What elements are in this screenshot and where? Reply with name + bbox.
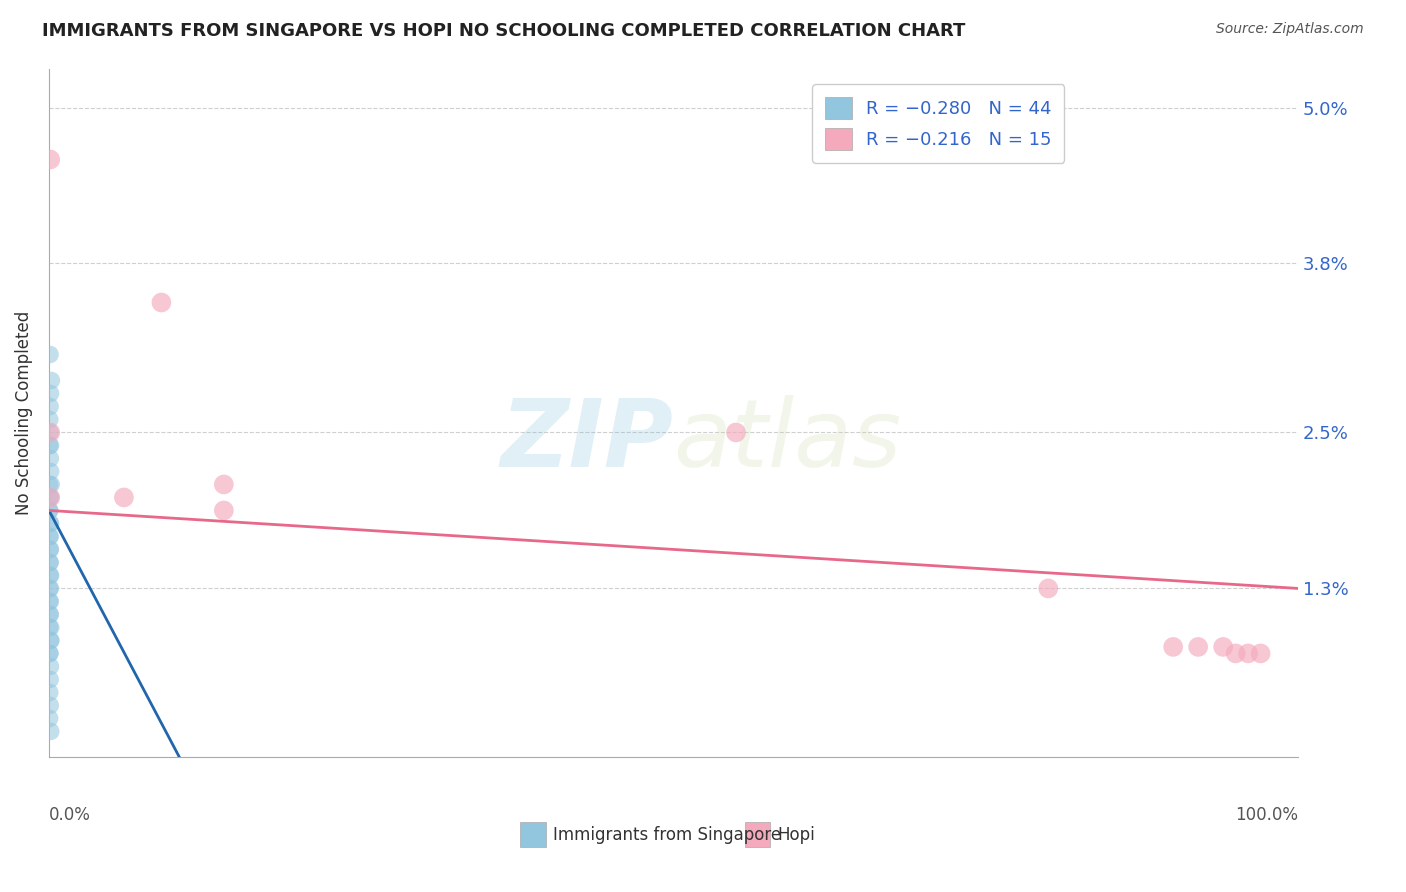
Point: [39, 556, 62, 570]
Point: [39, 491, 62, 505]
Point: [39, 386, 62, 401]
Point: [39, 633, 62, 648]
Y-axis label: No Schooling Completed: No Schooling Completed: [15, 310, 32, 515]
Point: [39, 347, 62, 361]
Point: [38, 529, 60, 543]
Point: [1237, 647, 1260, 661]
Point: [1187, 640, 1209, 654]
Point: [1225, 647, 1247, 661]
Point: [39, 491, 62, 505]
Point: [38, 503, 60, 517]
Point: [38, 607, 60, 622]
Point: [112, 491, 135, 505]
Point: [39, 568, 62, 582]
Point: [41, 374, 63, 388]
Legend: R = −0.280   N = 44, R = −0.216   N = 15: R = −0.280 N = 44, R = −0.216 N = 15: [811, 85, 1064, 163]
Point: [1212, 640, 1234, 654]
Point: [39, 556, 62, 570]
Text: Hopi: Hopi: [778, 826, 815, 844]
Point: [39, 542, 62, 557]
Point: [1250, 647, 1272, 661]
Point: [38, 620, 60, 634]
Point: [39, 673, 62, 687]
Point: [39, 425, 62, 440]
Point: [38, 711, 60, 725]
Point: [38, 503, 60, 517]
Text: 100.0%: 100.0%: [1234, 805, 1298, 823]
Point: [39, 516, 62, 531]
Text: IMMIGRANTS FROM SINGAPORE VS HOPI NO SCHOOLING COMPLETED CORRELATION CHART: IMMIGRANTS FROM SINGAPORE VS HOPI NO SCH…: [42, 22, 966, 40]
Point: [212, 503, 235, 517]
Point: [38, 582, 60, 596]
Point: [38, 412, 60, 426]
Point: [150, 295, 173, 310]
Point: [724, 425, 747, 440]
Point: [39, 529, 62, 543]
Point: [39, 451, 62, 466]
Point: [38, 594, 60, 608]
Point: [39, 633, 62, 648]
Point: [39, 620, 62, 634]
Text: 0.0%: 0.0%: [49, 805, 91, 823]
Point: [1038, 582, 1060, 596]
Point: [39, 477, 62, 491]
Point: [38, 438, 60, 452]
Point: [39, 425, 62, 440]
Point: [39, 438, 62, 452]
Point: [39, 568, 62, 582]
Point: [39, 582, 62, 596]
Point: [38, 685, 60, 699]
Text: Immigrants from Singapore: Immigrants from Singapore: [553, 826, 780, 844]
Point: [39, 659, 62, 673]
Text: atlas: atlas: [673, 395, 901, 486]
Point: [39, 607, 62, 622]
Point: [38, 647, 60, 661]
Point: [39, 724, 62, 739]
Point: [39, 698, 62, 713]
Point: [39, 465, 62, 479]
Point: [1161, 640, 1184, 654]
Point: [38, 477, 60, 491]
Point: [212, 477, 235, 491]
Point: [39, 516, 62, 531]
Point: [39, 647, 62, 661]
Point: [39, 153, 62, 167]
Point: [39, 542, 62, 557]
Point: [38, 491, 60, 505]
Text: Source: ZipAtlas.com: Source: ZipAtlas.com: [1216, 22, 1364, 37]
Point: [39, 594, 62, 608]
Text: ZIP: ZIP: [501, 394, 673, 486]
Point: [39, 400, 62, 414]
